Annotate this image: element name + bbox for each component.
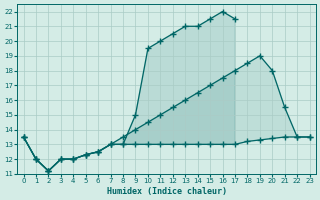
X-axis label: Humidex (Indice chaleur): Humidex (Indice chaleur) (107, 187, 227, 196)
Polygon shape (24, 56, 310, 171)
Polygon shape (24, 12, 235, 171)
